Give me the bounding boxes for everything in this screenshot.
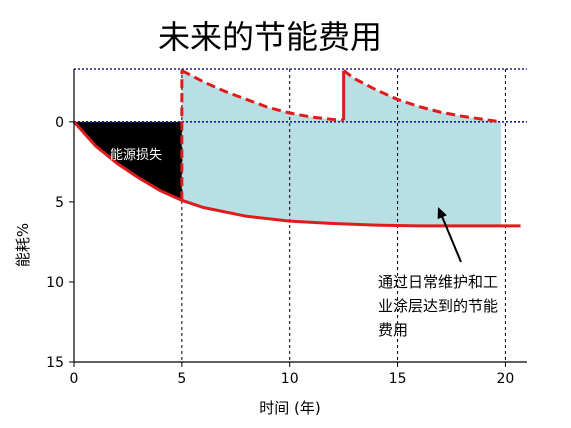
energy-loss-label: 能源损失	[110, 148, 162, 163]
y-tick-label-15: 15	[46, 355, 64, 371]
y-axis-label: 能耗%	[14, 223, 32, 267]
x-axis-label: 时间 (年)	[259, 399, 320, 417]
arrow-shaft	[440, 213, 462, 263]
tick-labels: 0 5 10 15 20 0 5 10 15	[46, 115, 514, 387]
annotation-arrow	[437, 207, 462, 263]
axes	[69, 69, 527, 367]
x-tick-label-5: 5	[177, 371, 186, 387]
x-tick-label-10: 10	[281, 371, 299, 387]
curves	[72, 69, 521, 228]
arrow-head	[437, 207, 447, 220]
x-tick-label-20: 20	[497, 371, 515, 387]
savings-label-line-3: 费用	[378, 321, 408, 339]
chart-title: 未来的节能费用	[158, 18, 382, 56]
x-tick-label-0: 0	[70, 371, 79, 387]
y-tick-label-10: 10	[46, 275, 64, 291]
y-tick-label-0: 0	[55, 115, 64, 131]
grid-lines	[74, 68, 527, 362]
x-tick-label-15: 15	[389, 371, 407, 387]
savings-label-line-1: 通过日常维护和工	[378, 273, 498, 291]
energy-loss-area	[74, 121, 182, 201]
savings-label-line-2: 业涂层达到的节能	[378, 297, 498, 315]
savings-annotation: 通过日常维护和工 业涂层达到的节能 费用	[378, 273, 498, 339]
area-fills	[74, 70, 502, 226]
baseline-curve	[72, 120, 521, 228]
savings-area	[181, 70, 502, 226]
y-tick-label-5: 5	[55, 195, 64, 211]
maintained-curve	[181, 69, 502, 124]
